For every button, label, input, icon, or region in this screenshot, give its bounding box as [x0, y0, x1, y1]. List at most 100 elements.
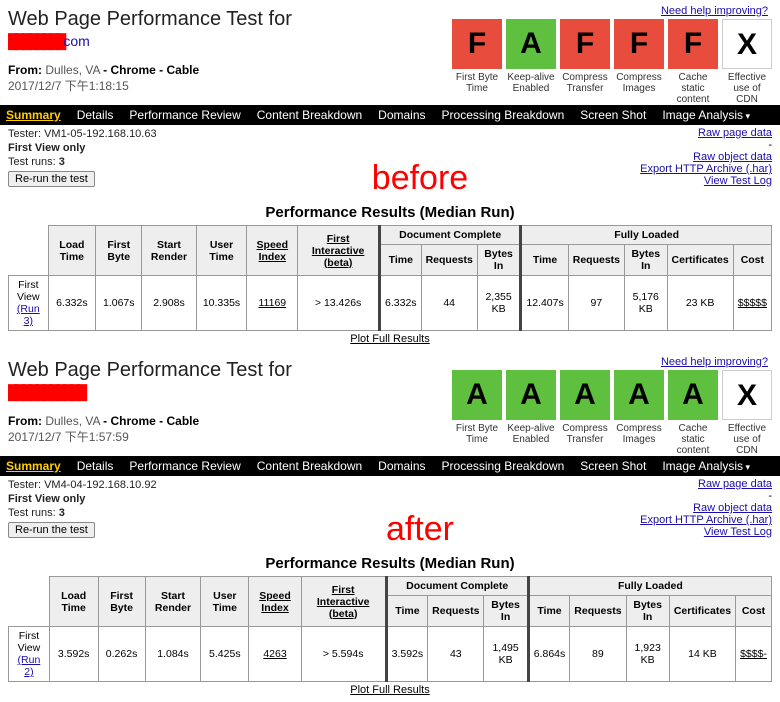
tab-image-analysis[interactable]: Image Analysis: [662, 459, 750, 473]
redacted-scribble: ████████: [8, 33, 63, 49]
cell-fl-requests: 89: [570, 627, 626, 682]
cell-dc-time: 3.592s: [386, 627, 428, 682]
view-test-log-link[interactable]: View Test Log: [640, 175, 772, 187]
help-link[interactable]: Need help improving?: [661, 356, 768, 368]
cell-dc-requests: 44: [421, 276, 477, 331]
test-runs-value: 3: [59, 156, 65, 168]
from-line: From: Dulles, VA - Chrome - Cable: [8, 63, 452, 77]
header-left: Web Page Performance Test for ██████████…: [8, 355, 452, 456]
header: Web Page Performance Test for ████████co…: [0, 0, 780, 105]
help-link[interactable]: Need help improving?: [661, 5, 768, 17]
results-title: Performance Results (Median Run): [0, 555, 780, 572]
raw-page-data-link[interactable]: Raw page data: [640, 478, 772, 490]
from-config: Chrome - Cable: [111, 63, 200, 77]
tab-processing-breakdown[interactable]: Processing Breakdown: [442, 459, 565, 473]
tab-content-breakdown[interactable]: Content Breakdown: [257, 459, 362, 473]
tab-domains[interactable]: Domains: [378, 108, 425, 122]
export-har-link[interactable]: Export HTTP Archive (.har): [640, 163, 772, 175]
cell-load-time: 6.332s: [48, 276, 96, 331]
cell-cost[interactable]: $$$$-: [736, 627, 772, 682]
cell-speed-index[interactable]: 4263: [249, 627, 301, 682]
tester-line: Tester: VM4-04-192.168.10.92: [8, 478, 640, 492]
tab-content-breakdown[interactable]: Content Breakdown: [257, 108, 362, 122]
grade-cdn: X: [722, 19, 772, 69]
cell-speed-index[interactable]: 11169: [247, 276, 298, 331]
plot-full-results-link[interactable]: Plot Full Results: [8, 684, 772, 696]
cell-dc-bytes: 2,355 KB: [477, 276, 521, 331]
grade-keepalive-label: Keep-alive Enabled: [506, 72, 556, 105]
col-load-time: Load Time: [48, 226, 96, 276]
grades-area: Need help improving? AFirst Byte Time AK…: [452, 355, 772, 456]
cell-certificates: 23 KB: [667, 276, 733, 331]
tab-summary[interactable]: Summary: [6, 459, 61, 473]
plot-full-results-link[interactable]: Plot Full Results: [8, 333, 772, 345]
col-dc-bytes: Bytes In: [477, 245, 521, 276]
col-start-render: Start Render: [142, 226, 196, 276]
col-start-render: Start Render: [145, 577, 201, 627]
col-load-time: Load Time: [49, 577, 98, 627]
col-certificates: Certificates: [669, 596, 735, 627]
col-speed-index[interactable]: Speed Index: [249, 577, 301, 627]
raw-page-data-link[interactable]: Raw page data: [640, 127, 772, 139]
grade-keepalive: A: [506, 19, 556, 69]
from-location: Dulles, VA: [45, 63, 99, 77]
tab-screenshot[interactable]: Screen Shot: [580, 108, 646, 122]
export-har-link[interactable]: Export HTTP Archive (.har): [640, 514, 772, 526]
col-first-interactive[interactable]: First Interactive (beta): [301, 577, 386, 627]
col-dc-time: Time: [380, 245, 422, 276]
grades-row: AFirst Byte Time AKeep-alive Enabled ACo…: [452, 370, 772, 456]
cell-cost[interactable]: $$$$$: [733, 276, 771, 331]
col-fl-requests: Requests: [570, 596, 626, 627]
rerun-button[interactable]: Re-run the test: [8, 522, 95, 538]
col-first-byte: First Byte: [96, 226, 142, 276]
view-test-log-link[interactable]: View Test Log: [640, 526, 772, 538]
col-fl-time: Time: [521, 245, 568, 276]
tab-image-analysis[interactable]: Image Analysis: [662, 108, 750, 122]
tab-details[interactable]: Details: [77, 459, 114, 473]
tab-perf-review[interactable]: Performance Review: [129, 108, 240, 122]
col-fully-loaded: Fully Loaded: [528, 577, 771, 596]
cell-dc-bytes: 1,495 KB: [484, 627, 528, 682]
run-link[interactable]: (Run 2): [18, 654, 41, 678]
tab-summary[interactable]: Summary: [6, 108, 61, 122]
tab-processing-breakdown[interactable]: Processing Breakdown: [442, 108, 565, 122]
grade-cdn-label: Effective use of CDN: [722, 423, 772, 456]
cell-dc-time: 6.332s: [380, 276, 422, 331]
col-fl-bytes: Bytes In: [626, 596, 669, 627]
tested-url[interactable]: ████████com: [8, 33, 452, 49]
from-config: Chrome - Cable: [111, 414, 200, 428]
col-first-interactive[interactable]: First Interactive (beta): [298, 226, 380, 276]
row-label: First View(Run 2): [9, 627, 50, 682]
run-link[interactable]: (Run 3): [17, 303, 40, 327]
header: Web Page Performance Test for ██████████…: [0, 351, 780, 456]
grade-compress-images-label: Compress Images: [614, 72, 664, 105]
tested-url[interactable]: ███████████: [8, 384, 452, 400]
table-row: First View(Run 2) 3.592s 0.262s 1.084s 5…: [9, 627, 772, 682]
cell-user-time: 5.425s: [201, 627, 249, 682]
page-title: Web Page Performance Test for: [8, 8, 452, 31]
col-doc-complete: Document Complete: [386, 577, 528, 596]
col-fl-requests: Requests: [568, 245, 624, 276]
grade-cache-static-label: Cache static content: [668, 72, 718, 105]
grade-fbt-label: First Byte Time: [452, 72, 502, 105]
results-table-wrap: Load Time First Byte Start Render User T…: [0, 576, 780, 702]
tab-details[interactable]: Details: [77, 108, 114, 122]
raw-object-data-link[interactable]: Raw object data: [640, 151, 772, 163]
col-cost: Cost: [736, 596, 772, 627]
col-first-byte: First Byte: [98, 577, 145, 627]
col-dc-requests: Requests: [428, 596, 484, 627]
col-dc-time: Time: [386, 596, 428, 627]
tab-perf-review[interactable]: Performance Review: [129, 459, 240, 473]
cell-start-render: 2.908s: [142, 276, 196, 331]
col-speed-index[interactable]: Speed Index: [247, 226, 298, 276]
tab-screenshot[interactable]: Screen Shot: [580, 459, 646, 473]
grade-compress-images-label: Compress Images: [614, 423, 664, 456]
meta-left: Tester: VM4-04-192.168.10.92 First View …: [8, 478, 640, 538]
cell-user-time: 10.335s: [196, 276, 247, 331]
rerun-button[interactable]: Re-run the test: [8, 171, 95, 187]
table-row: First View(Run 3) 6.332s 1.067s 2.908s 1…: [9, 276, 772, 331]
timestamp: 2017/12/7 下午1:57:59: [8, 428, 452, 445]
tab-domains[interactable]: Domains: [378, 459, 425, 473]
grade-compress-transfer-label: Compress Transfer: [560, 72, 610, 105]
raw-object-data-link[interactable]: Raw object data: [640, 502, 772, 514]
